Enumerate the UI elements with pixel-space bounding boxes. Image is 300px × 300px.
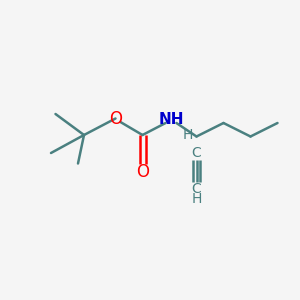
Text: H: H: [191, 192, 202, 206]
Text: O: O: [109, 110, 122, 128]
Text: C: C: [192, 146, 201, 160]
Text: C: C: [192, 182, 201, 196]
Text: O: O: [136, 163, 149, 181]
Text: NH: NH: [158, 112, 184, 128]
Text: H: H: [183, 128, 193, 142]
